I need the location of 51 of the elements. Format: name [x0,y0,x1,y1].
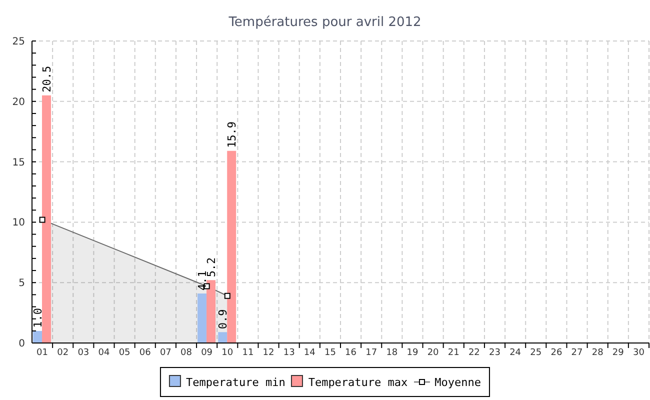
bar [42,95,51,343]
x-tick-label: 03 [78,348,90,358]
y-tick-label: 0 [18,338,25,350]
x-tick-label: 26 [550,348,562,358]
x-tick-label: 19 [406,348,418,358]
x-tick-label: 30 [632,348,645,358]
x-tick-label: 13 [283,348,295,358]
x-tick-label: 28 [592,348,604,358]
y-tick-label: 5 [18,278,25,290]
x-tick-label: 14 [304,348,316,358]
y-tick-label: 25 [12,36,25,48]
legend-label: Temperature max [308,376,408,389]
x-tick-label: 16 [345,348,357,358]
x-tick-label: 21 [448,348,460,358]
data-label: 20.5 [40,66,54,92]
x-tick-label: 20 [427,348,440,358]
x-tick-label: 23 [489,348,500,358]
x-tick-label: 29 [612,348,624,358]
x-tick-label: 11 [242,348,254,358]
y-tick-label: 20 [12,96,25,108]
x-tick-label: 10 [222,348,234,358]
x-tick-label: 07 [160,348,172,358]
data-label: 15.9 [226,121,239,148]
x-tick-label: 02 [57,348,69,358]
x-tick-label: 01 [36,348,48,358]
x-tick-label: 18 [386,348,398,358]
x-tick-label: 06 [139,348,152,358]
y-tick-label: 15 [12,157,25,168]
x-tick-label: 08 [180,348,192,358]
data-label: 5.2 [205,257,218,278]
x-tick-label: 17 [366,348,378,358]
x-tick-label: 05 [118,348,130,358]
legend-label: Temperature min [186,376,286,389]
bar [218,332,228,343]
x-tick-label: 25 [530,348,542,358]
legend-label: Moyenne [434,376,482,389]
x-tick-label: 24 [510,348,522,358]
x-tick-label: 27 [571,348,583,358]
data-label: 1.0 [32,308,44,328]
bar [198,293,207,343]
x-tick-label: 22 [468,348,480,358]
x-tick-label: 15 [324,348,336,358]
x-tick-label: 12 [262,348,274,358]
bar [206,280,216,343]
bar [33,330,42,343]
bar [227,150,236,343]
x-tick-label: 09 [201,348,213,358]
data-label: 0.9 [216,309,230,330]
x-tick-label: 04 [98,348,110,358]
y-tick-label: 10 [12,218,25,229]
chart-title: Températures pour avril 2012 [228,15,422,30]
